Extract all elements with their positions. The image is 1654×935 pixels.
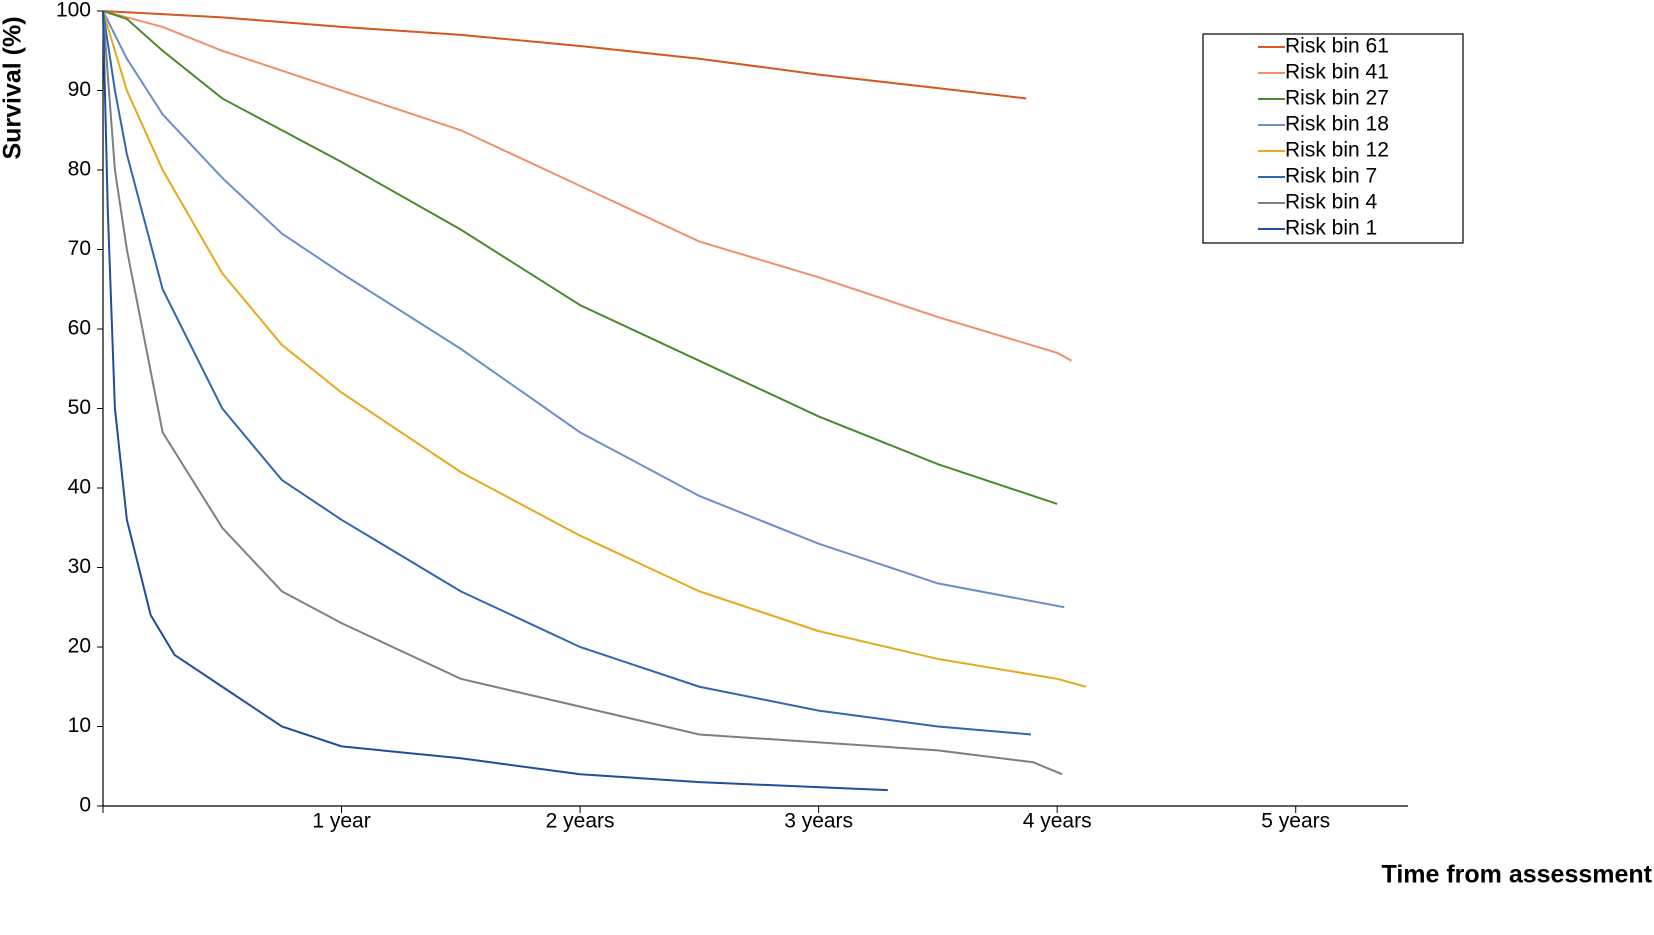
y-tick-label: 30 [68,555,91,578]
series-line [102,10,1065,609]
y-tick-label: 50 [68,396,91,419]
legend-label: Risk bin 18 [1285,113,1389,136]
x-axis-label: Time from assessment [1382,861,1653,889]
series-line [102,10,1027,100]
y-tick-label: 20 [68,635,91,658]
x-tick-label: 2 years [546,810,615,833]
legend-label: Risk bin 27 [1285,87,1389,110]
series-line [102,10,888,792]
y-tick-label: 70 [68,237,91,260]
legend-label: Risk bin 12 [1285,139,1389,162]
y-tick-label: 90 [68,78,91,101]
y-tick-label: 40 [68,476,91,499]
series-line [102,10,1058,505]
legend-label: Risk bin 4 [1285,191,1378,214]
legend-label: Risk bin 7 [1285,165,1377,188]
legend-label: Risk bin 61 [1285,35,1389,58]
y-axis-label: Survival (%) [0,16,27,159]
y-tick-label: 10 [68,714,91,737]
series-line [102,10,1063,776]
x-tick-label: 1 year [312,810,370,833]
y-tick-label: 60 [68,317,91,340]
legend-label: Risk bin 1 [1285,217,1377,240]
x-tick-label: 5 years [1261,810,1330,833]
x-tick-label: 3 years [784,810,853,833]
y-tick-label: 100 [56,0,91,22]
series-line [102,10,1032,736]
y-tick-label: 0 [79,794,91,817]
legend-label: Risk bin 41 [1285,61,1389,84]
legend-box [1202,33,1464,244]
series-line [102,10,1072,362]
x-tick-label: 4 years [1023,810,1092,833]
series-line [102,10,1087,688]
y-tick-label: 80 [68,158,91,181]
